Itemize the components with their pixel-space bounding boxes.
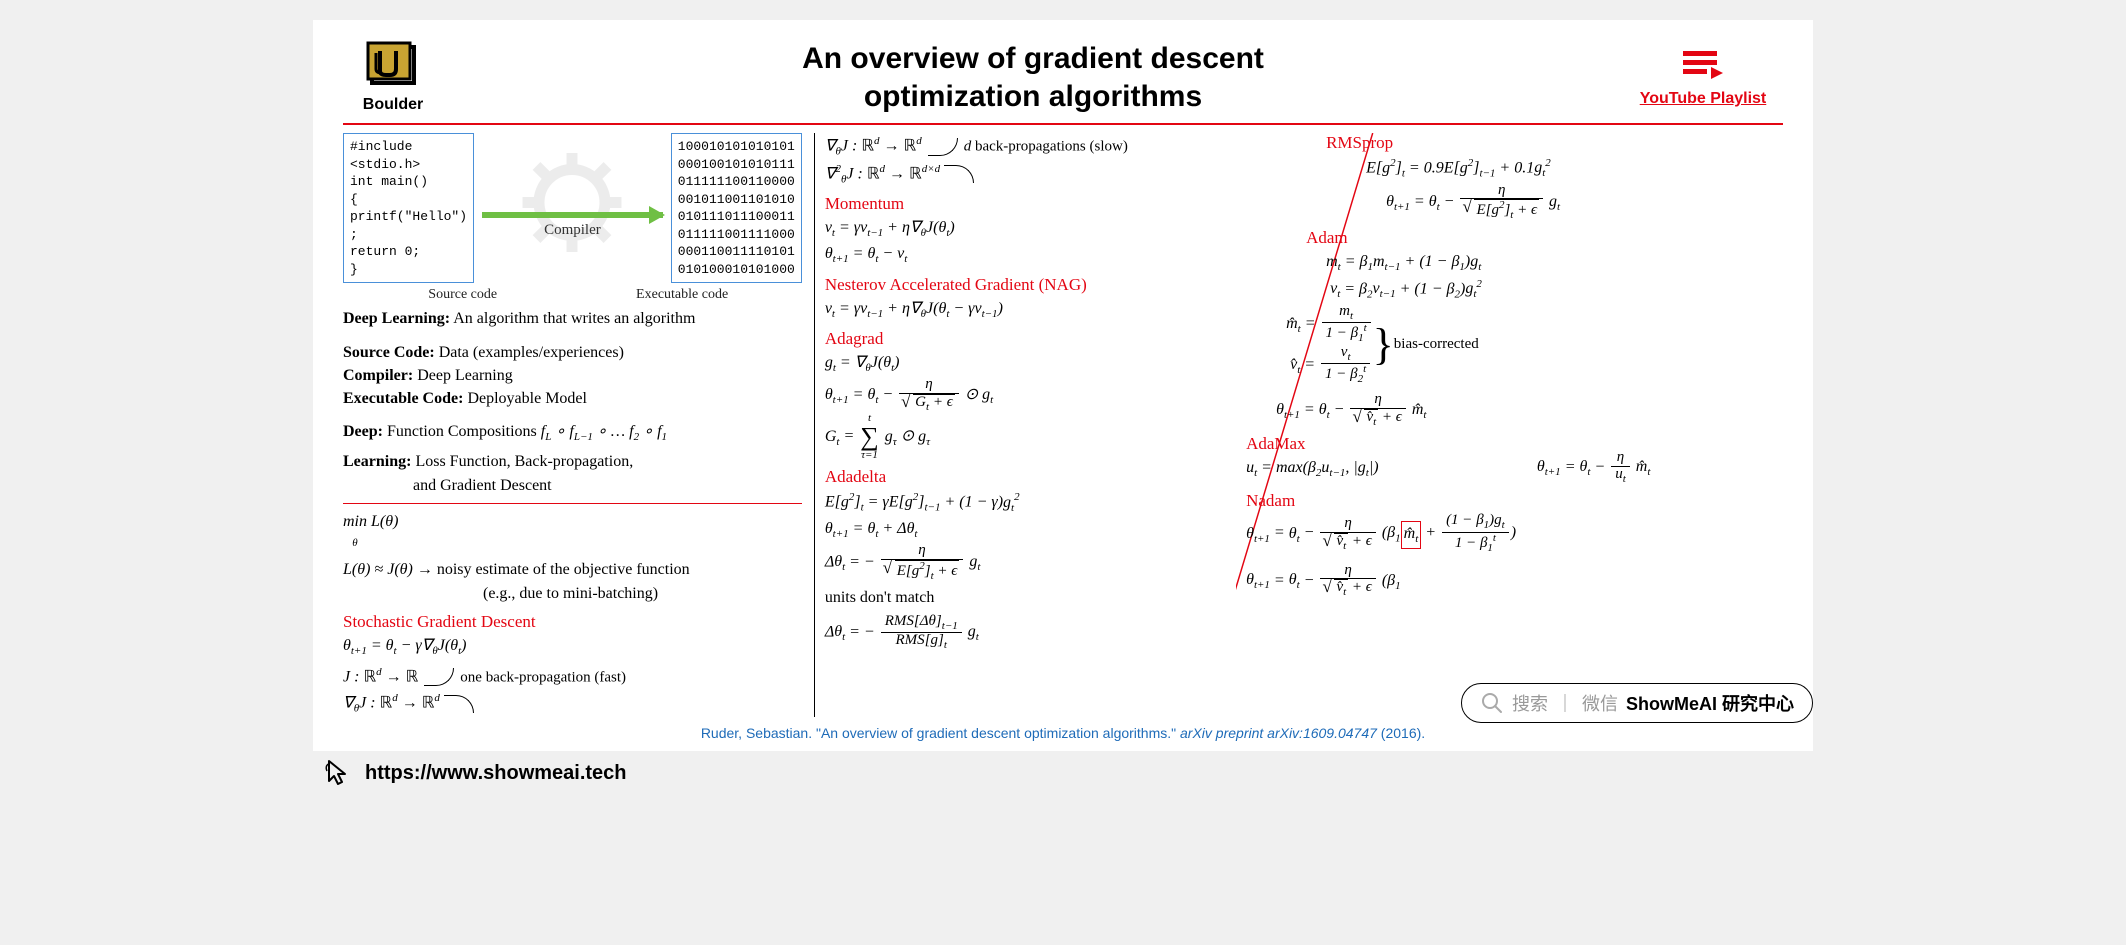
page-title: An overview of gradient descent optimiza… <box>443 40 1623 115</box>
citation-year: (2016). <box>1377 725 1425 741</box>
adam-bias: m̂t = mt1 − β1t v̂t = vt1 − β2t } bias-c… <box>1246 304 1783 386</box>
deep-label: Deep: <box>343 423 383 440</box>
citation-text: Ruder, Sebastian. "An overview of gradie… <box>701 725 1180 741</box>
min-loss: minθ L(θ) <box>343 510 802 552</box>
deep-def: Deep: Function Compositions fL ∘ fL−1 ∘ … <box>343 420 802 446</box>
learn-text: Loss Function, Back-propagation, <box>411 453 633 470</box>
learn-label: Learning: <box>343 453 411 470</box>
adam-title: Adam <box>1246 228 1783 248</box>
noisy-estimate: L(θ) ≈ J(θ) → noisy estimate of the obje… <box>343 558 802 606</box>
wm-search: 搜索 <box>1512 690 1548 716</box>
exec-label: Executable Code: <box>343 390 463 407</box>
comp-label: Compiler: <box>343 367 413 384</box>
nadam-eq1: θt+1 = θt − ηv̂t + ϵ (β1m̂t + (1 − β1)gt… <box>1246 513 1783 554</box>
code-captions: Source code Executable code <box>343 285 802 303</box>
playlist-icon <box>1681 47 1725 81</box>
content-columns: #include <stdio.h> int main() { printf("… <box>343 133 1783 717</box>
search-icon <box>1480 691 1504 715</box>
learn-text2: and Gradient Descent <box>343 477 552 494</box>
deep-text: Function Compositions <box>383 423 541 440</box>
watermark-search-box[interactable]: 搜索 ｜ 微信 ShowMeAI 研究中心 <box>1461 683 1813 723</box>
hessian-maps: ∇θJ : ℝd → ℝd d back-propagations (slow)… <box>825 133 1224 188</box>
wm-wechat: 微信 <box>1582 690 1618 716</box>
compiler-diagram: #include <stdio.h> int main() { printf("… <box>343 133 802 283</box>
institution-name: Boulder <box>343 96 443 114</box>
adamax-eq1: ut = max(β2ut−1, |gt|) <box>1246 456 1517 482</box>
exec-caption: Executable code <box>572 287 791 303</box>
units-note: units don't match <box>825 586 1224 609</box>
noisy2: (e.g., due to mini-batching) <box>343 585 658 602</box>
adagrad-eq: gt = ∇θJ(θt) θt+1 = θt − ηGt + ϵ ⊙ gt Gt… <box>825 351 1224 462</box>
brace-curve-icon <box>424 668 454 686</box>
playlist-label[interactable]: YouTube Playlist <box>1623 90 1783 108</box>
momentum-eq: vt = γvt−1 + η∇θJ(θt) θt+1 = θt − vt <box>825 216 1224 268</box>
boxed-mhat: m̂t <box>1401 521 1422 549</box>
footer: https://www.showmeai.tech <box>313 757 1813 789</box>
title-line-1: An overview of gradient descent <box>802 42 1264 75</box>
exec-text: Deployable Model <box>463 390 587 407</box>
adamax-eq2: θt+1 = θt − ηut m̂t <box>1537 450 1783 485</box>
playlist-link[interactable]: YouTube Playlist <box>1623 47 1783 108</box>
compiler-label: Compiler <box>482 222 663 239</box>
header: Boulder An overview of gradient descent … <box>343 40 1783 115</box>
momentum-title: Momentum <box>825 194 1224 214</box>
executable-code-box: 100010101010101 000100101010111 01111110… <box>671 133 802 283</box>
adagrad-title: Adagrad <box>825 329 1224 349</box>
adam-update: θt+1 = θt − ηv̂t + ϵ m̂t <box>1246 392 1783 428</box>
column-1: #include <stdio.h> int main() { printf("… <box>343 133 802 717</box>
col1-divider <box>343 503 802 504</box>
source-caption: Source code <box>353 287 572 303</box>
adamax-title: AdaMax <box>1246 434 1517 454</box>
src-def: Source Code: Data (examples/experiences)… <box>343 341 802 411</box>
nag-title: Nesterov Accelerated Gradient (NAG) <box>825 275 1224 295</box>
src-label: Source Code: <box>343 344 435 361</box>
nadam-title: Nadam <box>1246 491 1783 511</box>
compiler-arrow-block: Compiler <box>482 178 663 239</box>
nag-eq: vt = γvt−1 + η∇θJ(θt − γvt−1) <box>825 297 1224 323</box>
rmsprop-title: RMSprop <box>1246 133 1783 153</box>
adamax-row: AdaMax ut = max(β2ut−1, |gt|) θt+1 = θt … <box>1246 428 1783 485</box>
adadelta-title: Adadelta <box>825 467 1224 487</box>
wm-brand: ShowMeAI 研究中心 <box>1626 690 1794 716</box>
source-code-box: #include <stdio.h> int main() { printf("… <box>343 133 474 283</box>
gear-icon <box>517 148 627 258</box>
adam-eq: mt = β1mt−1 + (1 − β1)gt vt = β2vt−1 + (… <box>1246 250 1783 304</box>
dl-text: An algorithm that writes an algorithm <box>450 310 695 327</box>
cursor-icon <box>323 757 355 789</box>
institution-logo-block: Boulder <box>343 41 443 114</box>
adadelta-eq: E[g2]t = γE[g2]t−1 + (1 − γ)gt2 θt+1 = θ… <box>825 489 1224 582</box>
arrow-icon <box>482 212 663 218</box>
column-2: ∇θJ : ℝd → ℝd d back-propagations (slow)… <box>814 133 1224 717</box>
dl-definition: Deep Learning: An algorithm that writes … <box>343 307 802 330</box>
title-line-2: optimization algorithms <box>864 80 1202 113</box>
comp-text: Deep Learning <box>413 367 513 384</box>
citation-italic: arXiv preprint arXiv:1609.04747 <box>1180 725 1377 741</box>
dl-label: Deep Learning: <box>343 310 450 327</box>
slide-container: Boulder An overview of gradient descent … <box>313 20 1813 751</box>
jmap-note: one back-propagation (fast) <box>460 669 626 685</box>
cu-logo-icon <box>366 41 420 89</box>
j-map: J : ℝd → ℝ one back-propagation (fast) ∇… <box>343 664 802 718</box>
learning-def: Learning: Loss Function, Back-propagatio… <box>343 450 802 496</box>
hess-note: back-propagations (slow) <box>975 138 1128 154</box>
citation: Ruder, Sebastian. "An overview of gradie… <box>343 725 1783 741</box>
sgd-title: Stochastic Gradient Descent <box>343 612 802 632</box>
brace-curve-icon <box>928 138 958 156</box>
adadelta-eq2: Δθt = − RMS[Δθ]t−1RMS[g]t gt <box>825 614 1224 652</box>
column-3: RMSprop E[g2]t = 0.9E[g2]t−1 + 0.1gt2 θt… <box>1236 133 1783 717</box>
header-divider <box>343 123 1783 125</box>
bias-note: bias-corrected <box>1394 334 1479 356</box>
rmsprop-eq: E[g2]t = 0.9E[g2]t−1 + 0.1gt2 θt+1 = θt … <box>1246 155 1783 222</box>
nadam-eq2: θt+1 = θt − ηv̂t + ϵ (β1 <box>1246 563 1783 599</box>
sgd-update: θt+1 = θt − γ∇θJ(θt) <box>343 634 802 660</box>
wm-sep: ｜ <box>1556 690 1574 716</box>
footer-url[interactable]: https://www.showmeai.tech <box>365 762 627 785</box>
src-text: Data (examples/experiences) <box>435 344 624 361</box>
